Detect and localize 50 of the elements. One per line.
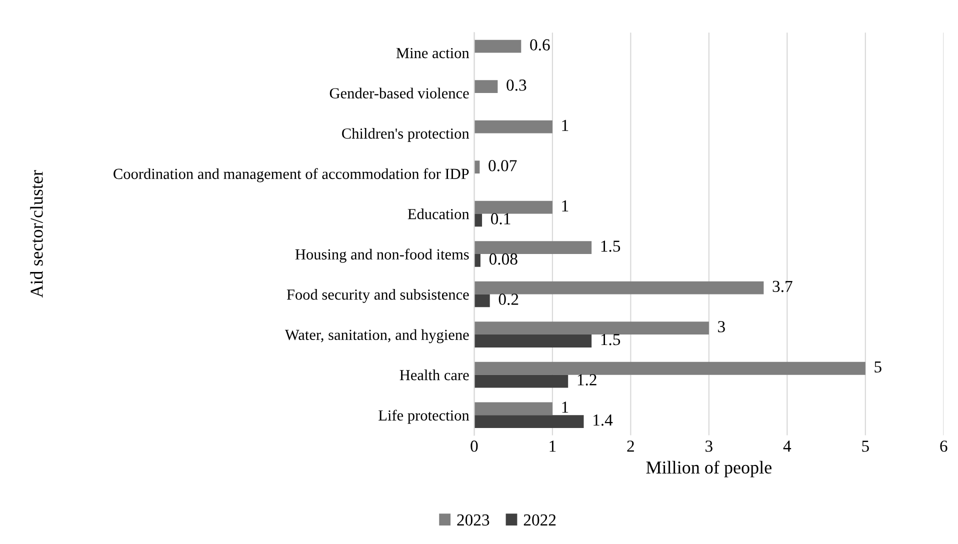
data-label: 0.08 — [489, 253, 518, 265]
x-tick-label: 5 — [862, 440, 869, 452]
x-tick-label: 3 — [706, 440, 712, 452]
bar — [474, 415, 584, 428]
data-label: 5 — [874, 361, 882, 373]
data-label: 0.2 — [498, 294, 518, 305]
x-tick-label: 2 — [627, 440, 634, 452]
data-label: 1.5 — [601, 334, 620, 346]
y-tick-label: Health care — [400, 370, 469, 380]
x-axis-title: Million of people — [646, 460, 772, 478]
data-label: 1 — [562, 402, 568, 413]
y-tick-label: Food security and subsistence — [286, 289, 469, 303]
x-tick-label: 0 — [470, 440, 478, 452]
y-tick-label: Education — [408, 208, 470, 220]
bar — [474, 322, 709, 335]
bar — [474, 40, 522, 53]
bar — [474, 402, 552, 416]
bar — [474, 334, 592, 348]
data-label: 0.3 — [506, 80, 526, 91]
y-tick-label: Water, sanitation, and hygiene — [284, 329, 469, 344]
data-label: 3.7 — [772, 280, 792, 292]
y-tick-label: Mine action — [396, 48, 470, 58]
data-label: 0.07 — [488, 160, 517, 172]
y-tick-label: Life protection — [378, 410, 470, 424]
data-label: 1.2 — [578, 374, 596, 386]
y-tick-label: Coordination and management of accommodation for IDP — [114, 168, 469, 182]
bar — [474, 200, 552, 214]
data-label: 1 — [562, 120, 568, 131]
bar — [474, 294, 490, 308]
bar — [474, 362, 866, 375]
data-label: 0.6 — [530, 39, 550, 51]
bar — [474, 241, 592, 254]
data-label: 1.4 — [594, 414, 613, 426]
data-label: 3 — [718, 321, 725, 332]
x-tick-label: 4 — [783, 440, 792, 452]
data-label: 0.1 — [491, 213, 510, 224]
data-label: 1.5 — [601, 240, 620, 252]
bar — [474, 374, 568, 388]
y-tick-label: Housing and non-food items — [295, 248, 469, 263]
bar — [474, 80, 498, 94]
legend-label: 2022 — [524, 514, 556, 526]
x-tick-label: 6 — [940, 440, 948, 452]
bar — [474, 120, 552, 134]
y-tick-label: Gender-based violence — [330, 88, 469, 98]
x-tick-label: 1 — [550, 440, 556, 452]
y-tick-label: Children's protection — [342, 128, 470, 142]
data-label: 1 — [562, 200, 568, 212]
legend-label: 2023 — [457, 514, 490, 526]
bar — [474, 281, 764, 294]
y-axis-title: Aid sector/cluster — [30, 170, 43, 298]
